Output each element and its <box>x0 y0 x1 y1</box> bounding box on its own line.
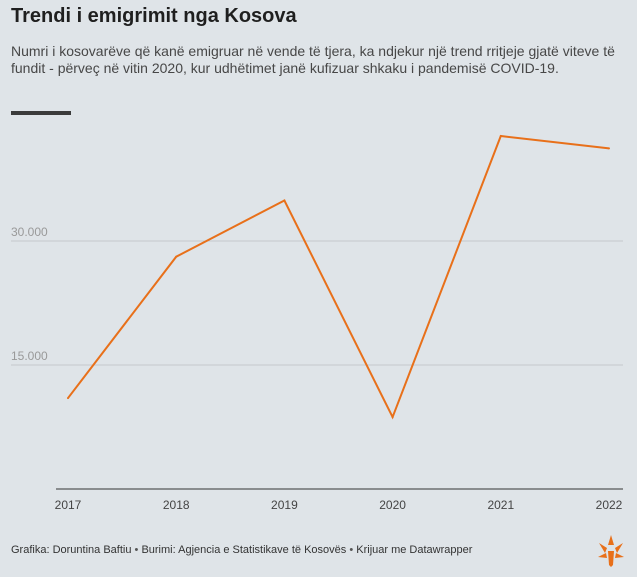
y-tick-label: 30.000 <box>11 225 48 239</box>
x-tick-label: 2018 <box>163 498 190 512</box>
data-point <box>283 199 286 202</box>
data-point <box>391 416 394 419</box>
x-tick-label: 2017 <box>55 498 82 512</box>
series-line <box>67 134 610 420</box>
chart-title: Trendi i emigrimit nga Kosova <box>11 5 297 27</box>
x-tick-labels: 2017 2018 2019 2020 2021 2022 <box>55 498 623 512</box>
data-point <box>499 135 502 138</box>
data-point <box>67 397 69 400</box>
grid-lines <box>11 240 623 366</box>
y-tick-labels: 15.000 30.000 <box>11 225 48 363</box>
footer-source: Burimi: Agjencia e Statistikave të Kosov… <box>141 544 347 556</box>
x-tick-label: 2022 <box>596 498 623 512</box>
data-point <box>608 147 610 150</box>
rfe-rl-logo-icon <box>598 535 624 567</box>
y-tick-label: 15.000 <box>11 349 48 363</box>
x-tick-label: 2021 <box>487 498 514 512</box>
x-tick-label: 2020 <box>379 498 406 512</box>
footer-separator: • <box>134 544 139 556</box>
chart-footer: Grafika: Doruntina Baftiu • Burimi: Agje… <box>11 544 472 556</box>
data-point <box>175 255 178 258</box>
title-accent-bar <box>11 111 71 115</box>
x-tick-label: 2019 <box>271 498 298 512</box>
footer-credit: Grafika: Doruntina Baftiu <box>11 544 132 556</box>
chart-subtitle: Numri i kosovarëve që kanë emigruar në v… <box>11 43 615 76</box>
footer-separator: • <box>349 544 354 556</box>
series-lines <box>67 134 610 420</box>
footer-tool: Krijuar me Datawrapper <box>356 544 473 556</box>
